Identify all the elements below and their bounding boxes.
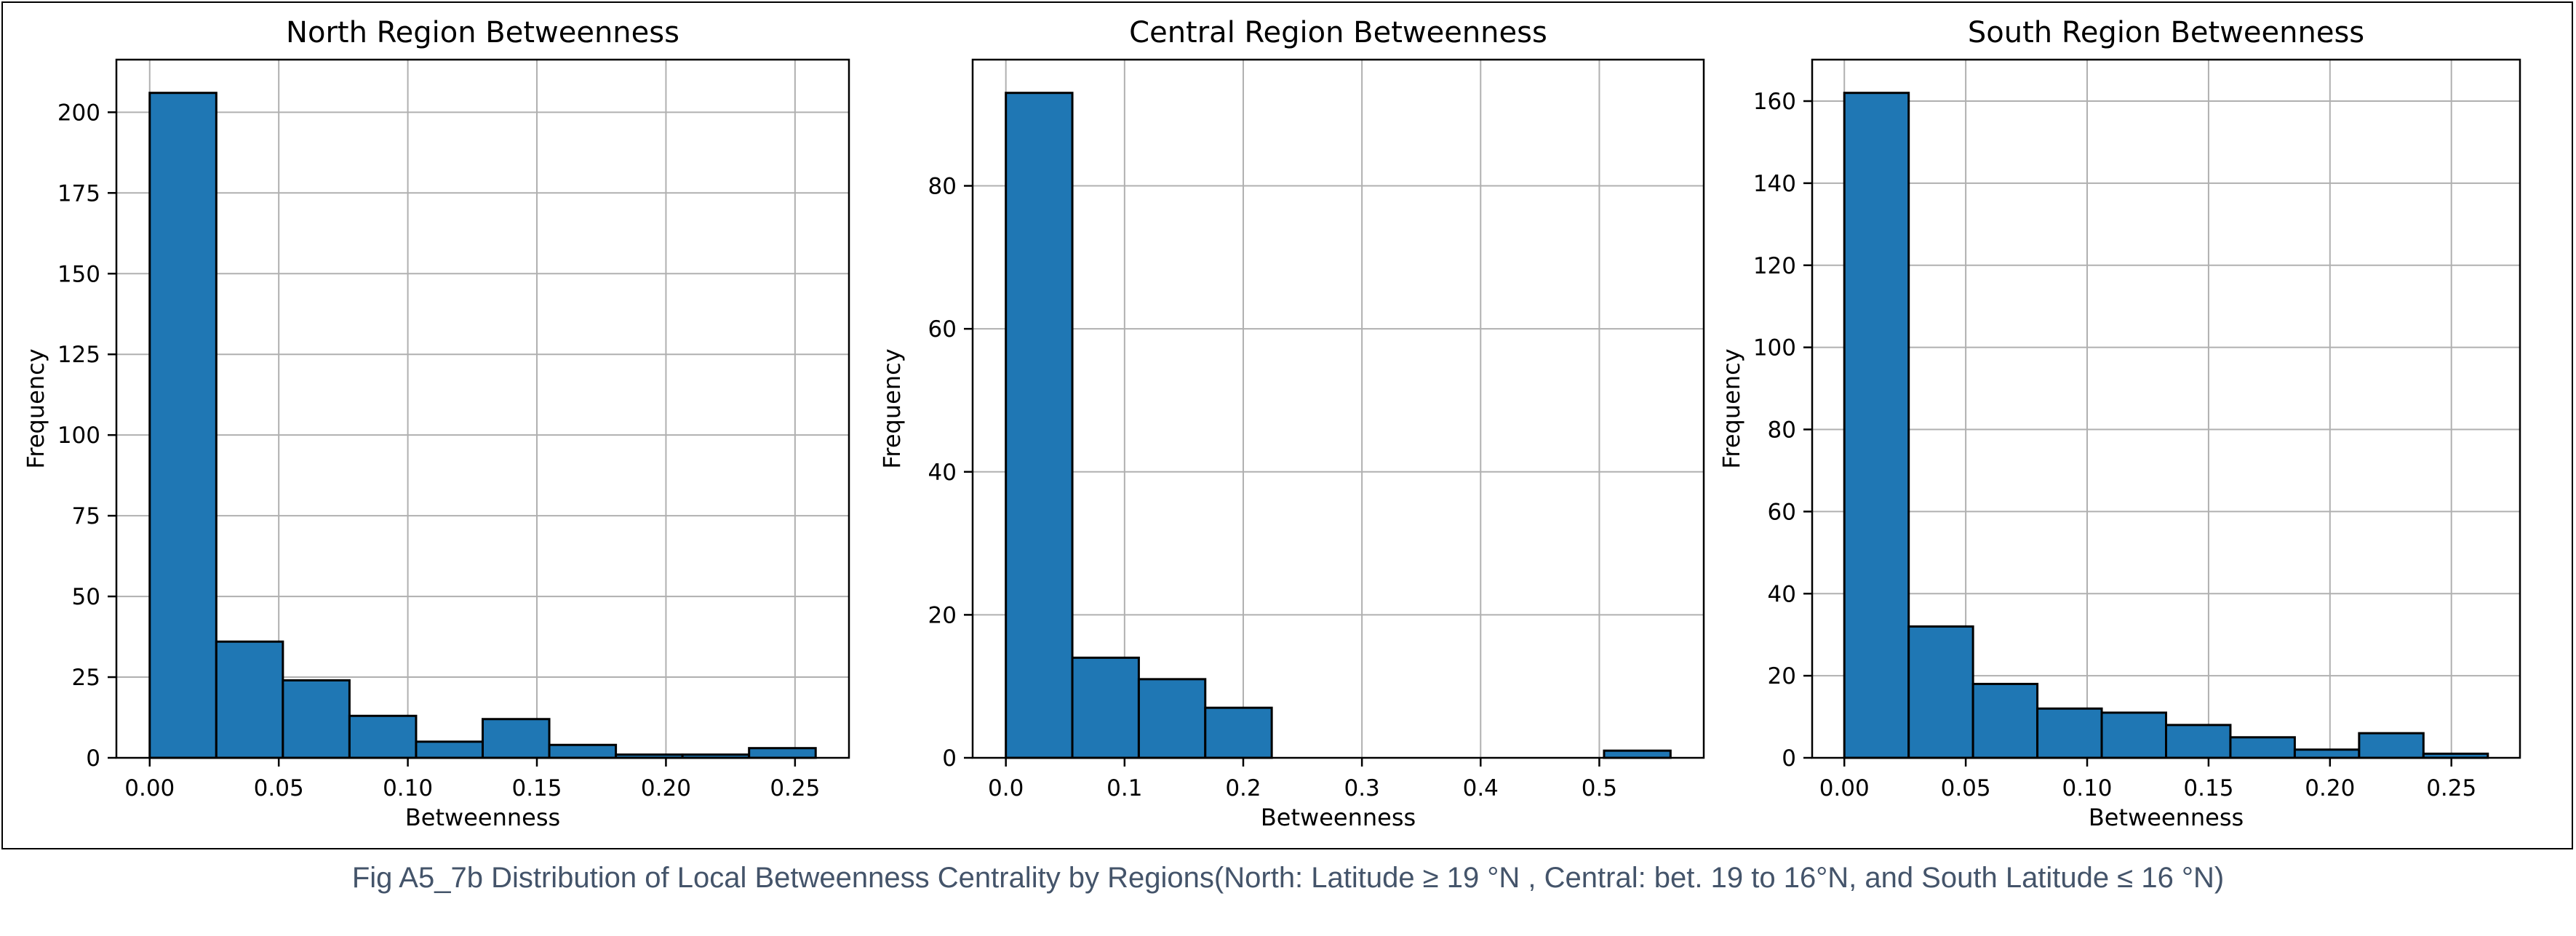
y-tick-label: 20	[928, 602, 957, 628]
subplot-1: 0.00 0.05 0.10 0.15 0.20 0.25 0 25 50 75 100 125 150…	[22, 16, 850, 831]
y-tick-label: 0	[1782, 745, 1796, 772]
y-tick-label: 20	[1768, 663, 1796, 689]
histogram-bar	[2293, 748, 2361, 759]
histogram-bar	[215, 640, 284, 759]
histogram-bar	[2358, 732, 2425, 759]
x-tick-label: 0.3	[1344, 775, 1379, 801]
histogram-bar	[1071, 656, 1140, 759]
y-tick-label: 80	[928, 174, 957, 200]
y-tick-label: 60	[928, 316, 957, 343]
x-tick-label: 0.15	[2183, 775, 2233, 801]
histogram-bar	[1907, 625, 1974, 759]
y-tick-label: 25	[72, 665, 100, 691]
x-tick-label: 0.5	[1582, 775, 1617, 801]
x-tick-label: 0.00	[124, 775, 175, 801]
y-tick-label: 80	[1768, 417, 1796, 444]
y-tick-label: 100	[57, 423, 100, 449]
y-tick-label: 50	[72, 584, 100, 610]
histogram-bar	[1971, 682, 2039, 759]
histogram-bar	[748, 747, 817, 759]
axes-frame	[971, 58, 1705, 759]
histogram-bar	[348, 714, 418, 759]
x-tick-label: 0.1	[1106, 775, 1142, 801]
x-tick-label: 0.20	[641, 775, 691, 801]
y-tick-label: 140	[1753, 171, 1796, 197]
y-tick-label: 200	[57, 100, 100, 126]
y-tick-label: 120	[1753, 253, 1796, 279]
y-tick-label: 0	[942, 745, 957, 772]
histogram-bar	[2165, 724, 2232, 759]
histogram-bar	[2100, 711, 2167, 759]
subplot-title: South Region Betweenness	[1968, 16, 2364, 49]
x-tick-label: 0.4	[1463, 775, 1499, 801]
x-tick-label: 0.05	[1941, 775, 1991, 801]
x-tick-label: 0.25	[770, 775, 820, 801]
x-axis-label: Betweenness	[2089, 804, 2244, 831]
histogram-bar	[2036, 707, 2103, 759]
histogram-bar	[2229, 736, 2296, 759]
figure-frame	[1, 1, 2573, 849]
y-tick-label: 40	[1768, 581, 1796, 607]
histogram-bar	[282, 679, 351, 759]
x-tick-label: 0.15	[511, 775, 562, 801]
y-tick-label: 100	[1753, 335, 1796, 361]
histogram-figure: 0.00 0.05 0.10 0.15 0.20 0.250255075100125150…	[22, 16, 2521, 831]
y-axis-label: Frequency	[1718, 348, 1745, 468]
y-tick-label: 125	[57, 342, 100, 368]
subplot-title: North Region Betweenness	[286, 16, 679, 49]
histogram-bar	[548, 743, 618, 759]
histogram-bar	[482, 718, 551, 759]
x-axis-label: Betweenness	[405, 804, 560, 831]
x-tick-label: 0.2	[1225, 775, 1261, 801]
y-tick-label: 60	[1768, 499, 1796, 525]
y-tick-label: 0	[86, 745, 100, 772]
subplot-3: 0.00 0.05 0.10 0.15 0.20 0.25 0 20 40 60 80 100 120 1…	[1718, 16, 2521, 831]
figure-caption: Fig A5_7b Distribution of Local Betweenn…	[351, 862, 2225, 894]
x-tick-label: 0.25	[2426, 775, 2476, 801]
histogram-bar	[1603, 749, 1672, 759]
x-axis-label: Betweenness	[1261, 804, 1416, 831]
y-tick-label: 75	[72, 503, 100, 529]
histogram-bar	[1005, 92, 1074, 759]
y-axis-label: Frequency	[878, 348, 906, 468]
histogram-bar	[1137, 678, 1207, 759]
y-tick-label: 160	[1753, 89, 1796, 115]
x-tick-label: 0.10	[383, 775, 433, 801]
histogram-bar	[1204, 706, 1273, 759]
axes-frame	[1811, 58, 2521, 759]
x-tick-label: 0.00	[1819, 775, 1870, 801]
subplot-title: Central Region Betweenness	[1129, 16, 1547, 49]
x-tick-label: 0.10	[2062, 775, 2113, 801]
axes-frame	[115, 58, 850, 759]
x-tick-label: 0.0	[988, 775, 1024, 801]
x-tick-label: 0.05	[254, 775, 304, 801]
histogram-bar	[1843, 92, 1910, 759]
subplot-2: 0.0 0.1 0.2 0.3 0.4 0.5 0 20 40 60 80 Central Regio…	[878, 16, 1705, 831]
y-axis-label: Frequency	[22, 348, 49, 468]
y-tick-label: 175	[57, 180, 100, 207]
histogram-bar	[415, 740, 484, 759]
y-tick-label: 40	[928, 460, 957, 486]
histogram-bar	[148, 92, 218, 759]
x-tick-label: 0.20	[2305, 775, 2355, 801]
y-tick-label: 150	[57, 261, 100, 287]
